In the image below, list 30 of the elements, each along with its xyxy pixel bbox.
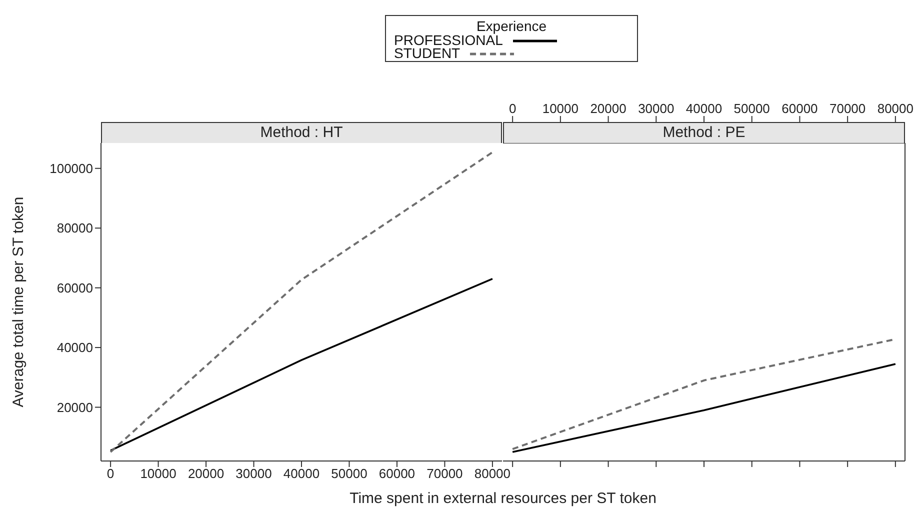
y-tick-label: 80000 — [56, 220, 93, 236]
x-tick-label: 70000 — [829, 101, 866, 116]
chart-title: Method : PE — [503, 122, 905, 143]
x-tick-label: 30000 — [638, 101, 674, 116]
y-tick-label: 100000 — [50, 160, 93, 176]
x-tick-label: 0 — [508, 101, 516, 116]
y-axis-title: Average total time per ST token — [10, 196, 28, 410]
x-tick-label: 20000 — [188, 466, 224, 482]
x-tick-label: 10000 — [542, 101, 579, 116]
x-tick-label: 50000 — [734, 101, 770, 116]
x-tick-label: 80000 — [877, 101, 914, 116]
x-tick-label: 60000 — [782, 101, 818, 116]
y-tick-label: 40000 — [56, 340, 93, 356]
x-tick-label: 60000 — [378, 466, 416, 482]
x-tick-label: 10000 — [140, 466, 176, 482]
x-tick-label: 40000 — [686, 101, 722, 116]
chart-title: Method : HT — [101, 122, 502, 143]
x-tick-label: 30000 — [236, 466, 272, 482]
x-tick-label: 80000 — [474, 466, 511, 482]
x-axis-title: Time spent in external resources per ST token — [348, 490, 658, 507]
y-tick-label: 60000 — [56, 280, 93, 296]
legend-label: PROFESSIONAL — [394, 32, 503, 48]
y-tick-label: 20000 — [56, 400, 93, 415]
x-tick-label: 70000 — [426, 466, 463, 482]
x-tick-label: 0 — [106, 466, 114, 482]
legend-label: STUDENT — [394, 45, 460, 61]
x-tick-label: 20000 — [590, 101, 626, 116]
legend-title: Experience — [475, 18, 548, 34]
x-tick-label: 50000 — [331, 466, 368, 482]
x-tick-label: 40000 — [283, 466, 320, 482]
